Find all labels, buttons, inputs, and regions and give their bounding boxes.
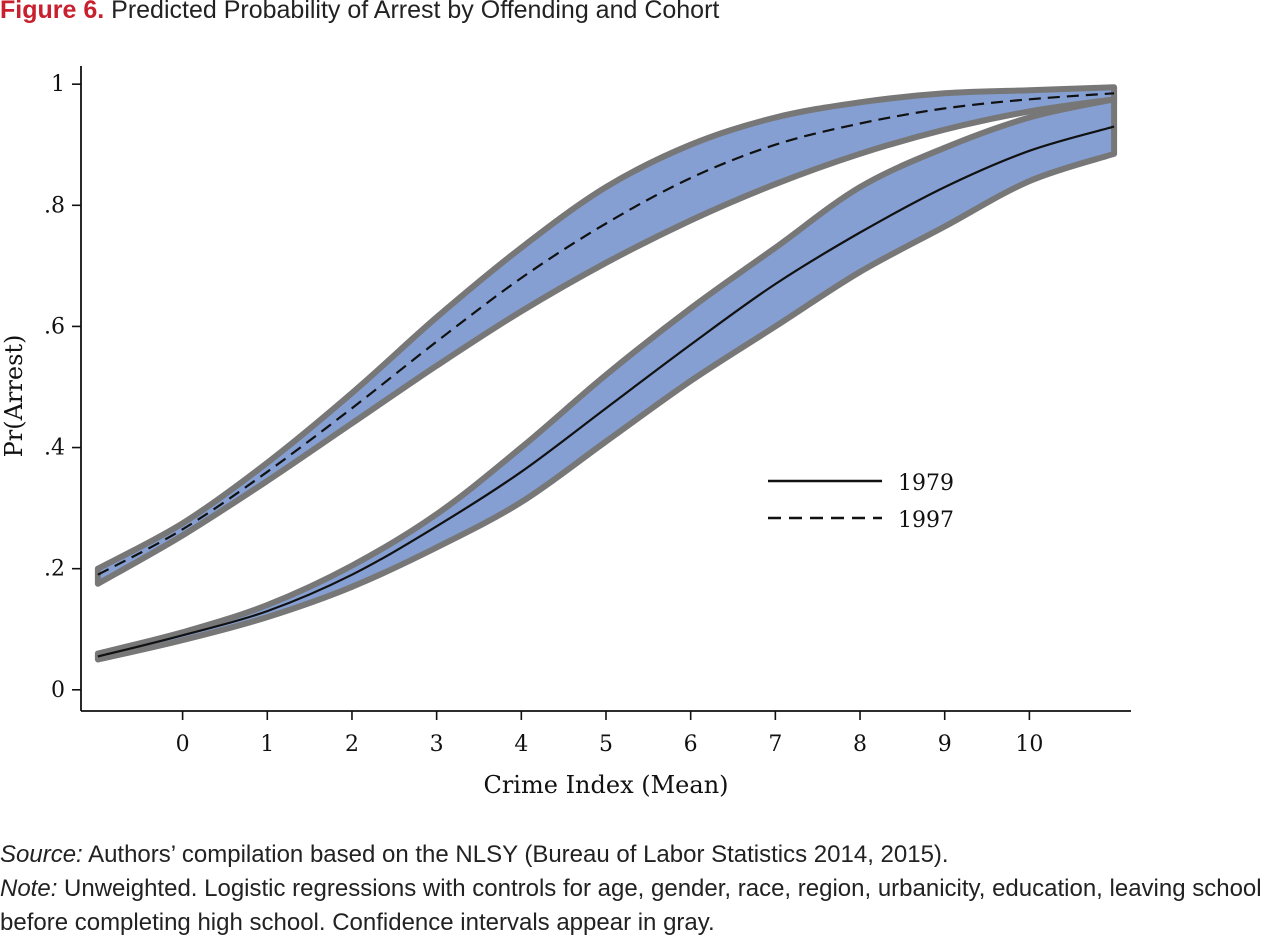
legend-label-1979: 1979 — [898, 471, 954, 496]
series-lines — [97, 92, 1115, 658]
y-tick-label: .2 — [44, 557, 65, 582]
y-tick-label: .4 — [44, 436, 65, 461]
x-tick-label: 0 — [176, 732, 190, 757]
figure-notes: Source: Authors’ compilation based on th… — [0, 838, 1280, 940]
x-tick-label: 8 — [853, 732, 867, 757]
x-tick-label: 9 — [938, 732, 952, 757]
figure-label: Figure 6. — [0, 0, 105, 24]
confidence-band-1979 — [94, 96, 1118, 663]
confidence-band-1997 — [94, 84, 1118, 587]
x-axis-ticks: 0 1 2 3 4 5 6 7 8 9 10 — [176, 711, 1043, 757]
y-axis-label: Pr(Arrest) — [0, 335, 28, 458]
x-tick-label: 6 — [684, 732, 698, 757]
x-tick-label: 3 — [430, 732, 444, 757]
note-text: Unweighted. Logistic regressions with co… — [0, 875, 1262, 936]
y-axis-ticks: 0 .2 .4 .6 .8 1 — [44, 72, 81, 703]
series-line-1997 — [97, 92, 1115, 576]
arrest-probability-chart: 0 1 2 3 4 5 6 7 8 9 10 0 .2 .4 .6 .8 1 Crime Index (Mea… — [0, 66, 1131, 799]
y-tick-label: .8 — [44, 193, 65, 218]
source-text: Authors’ compilation based on the NLSY (… — [82, 841, 949, 868]
source-label: Source: — [0, 841, 83, 868]
note-text-block: Note: Unweighted. Logistic regressions w… — [0, 872, 1280, 940]
figure-title: Figure 6. Predicted Probability of Arres… — [0, 0, 719, 25]
x-tick-label: 10 — [1015, 732, 1043, 757]
x-tick-label: 5 — [599, 732, 613, 757]
confidence-bands — [94, 84, 1118, 663]
note-label: Note: — [0, 875, 58, 902]
x-tick-label: 7 — [768, 732, 782, 757]
x-axis-label: Crime Index (Mean) — [483, 771, 728, 799]
legend-label-1997: 1997 — [898, 508, 954, 533]
y-tick-label: 0 — [51, 678, 65, 703]
series-line-1979 — [97, 125, 1115, 658]
x-tick-label: 4 — [514, 732, 528, 757]
y-tick-label: .6 — [44, 314, 65, 339]
source-note: Source: Authors’ compilation based on th… — [0, 838, 1280, 872]
figure-title-text: Predicted Probability of Arrest by Offen… — [111, 0, 720, 24]
x-tick-label: 1 — [260, 732, 274, 757]
x-tick-label: 2 — [345, 732, 359, 757]
y-tick-label: 1 — [51, 72, 65, 97]
legend: 1979 1997 — [768, 471, 954, 533]
